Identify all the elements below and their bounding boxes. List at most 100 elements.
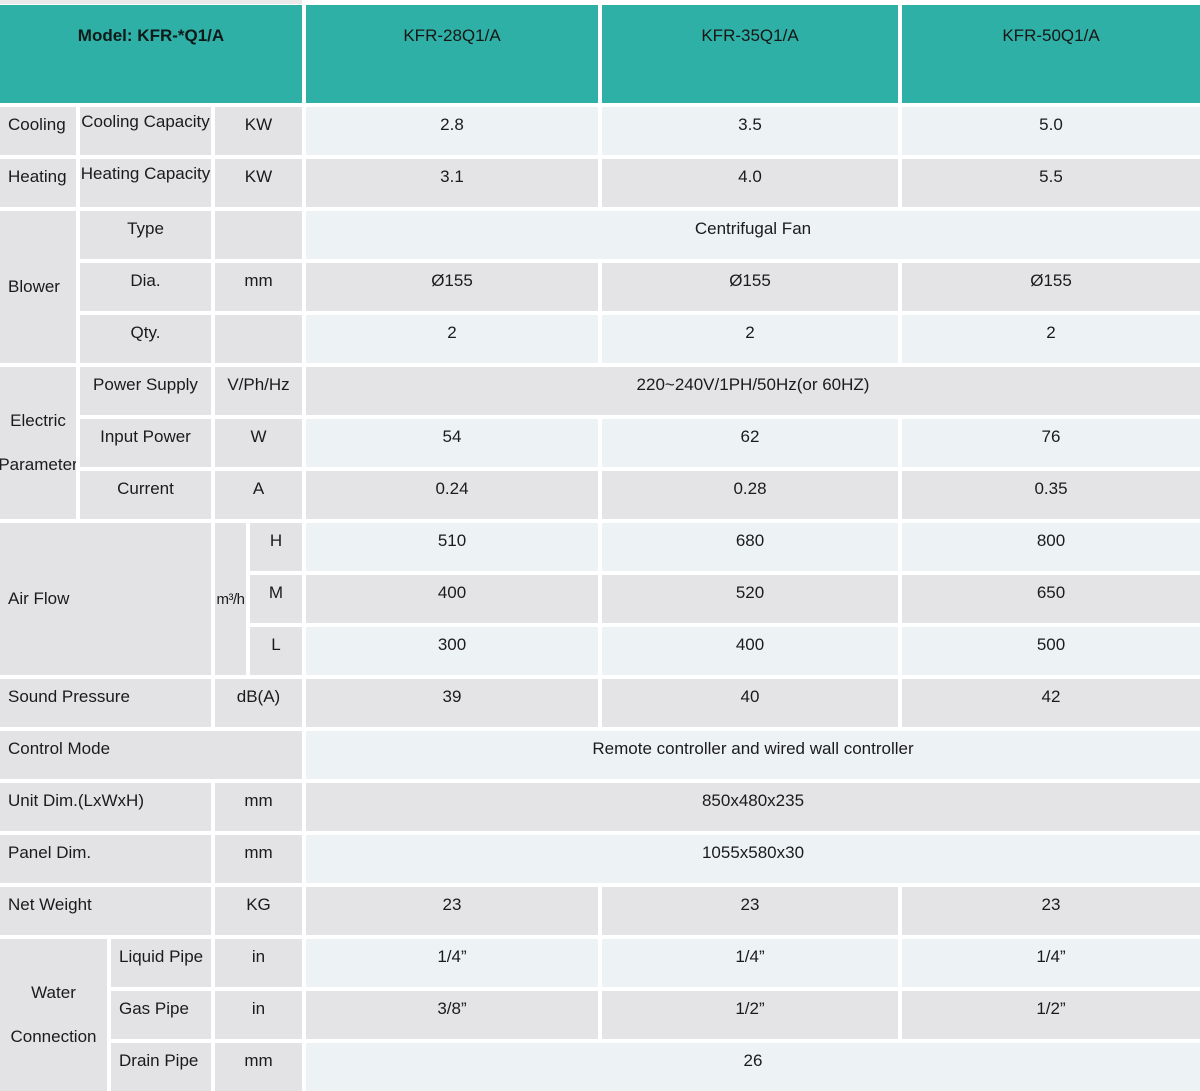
sub-label: Liquid Pipe — [111, 939, 211, 987]
sub-label: Gas Pipe — [111, 991, 211, 1039]
value-cell: 2 — [602, 315, 898, 363]
sub-label: Cooling Capacity — [80, 107, 211, 155]
unit-label: V/Ph/Hz — [215, 367, 302, 415]
unit-label: KG — [215, 887, 302, 935]
value-cell: 62 — [602, 419, 898, 467]
value-cell: 1/4” — [602, 939, 898, 987]
row-airflow-low: L 300 400 500 — [250, 627, 1200, 675]
value-cell: 400 — [306, 575, 598, 623]
group-label: Net Weight — [0, 887, 211, 935]
value-cell: 1/4” — [306, 939, 598, 987]
unit-label: KW — [215, 107, 302, 155]
section-air-flow: Air Flow m³/h H 510 680 800 M 400 520 65… — [0, 523, 1200, 675]
unit-label: in — [215, 939, 302, 987]
sub-label: Drain Pipe — [111, 1043, 211, 1091]
value-cell: 0.35 — [902, 471, 1200, 519]
value-cell: 4.0 — [602, 159, 898, 207]
unit-label-empty — [215, 211, 302, 259]
section-rows: Type Centrifugal Fan Dia. mm Ø155 Ø155 Ø… — [80, 211, 1200, 363]
value-cell: 40 — [602, 679, 898, 727]
row-net-weight: Net Weight KG 23 23 23 — [0, 887, 1200, 935]
value-cell: 42 — [902, 679, 1200, 727]
group-label: Control Mode — [0, 731, 302, 779]
header-col-kfr35: KFR-35Q1/A — [602, 5, 898, 103]
value-cell: 2 — [902, 315, 1200, 363]
value-cell: 23 — [602, 887, 898, 935]
value-cell: 1/2” — [902, 991, 1200, 1039]
value-cell: 680 — [602, 523, 898, 571]
row-liquid-pipe: Liquid Pipe in 1/4” 1/4” 1/4” — [111, 939, 1200, 987]
value-cell: 23 — [902, 887, 1200, 935]
sub-label: H — [250, 523, 302, 571]
value-cell: 0.24 — [306, 471, 598, 519]
sub-label: Heating Capacity — [80, 159, 211, 207]
value-cell: 2 — [306, 315, 598, 363]
value-span-cell: 220~240V/1PH/50Hz(or 60HZ) — [306, 367, 1200, 415]
top-edge-artifact — [0, 0, 302, 4]
section-electric-parameter: Electric Parameter Power Supply V/Ph/Hz … — [0, 367, 1200, 519]
group-label: Electric Parameter — [0, 367, 76, 519]
group-label: Air Flow — [0, 523, 211, 675]
group-label: Panel Dim. — [0, 835, 211, 883]
row-airflow-high: H 510 680 800 — [250, 523, 1200, 571]
value-cell: 800 — [902, 523, 1200, 571]
row-panel-dim: Panel Dim. mm 1055x580x30 — [0, 835, 1200, 883]
row-cooling: Cooling Cooling Capacity KW 2.8 3.5 5.0 — [0, 107, 1200, 155]
unit-label: A — [215, 471, 302, 519]
value-cell: 54 — [306, 419, 598, 467]
value-cell: 0.28 — [602, 471, 898, 519]
unit-label: mm — [215, 783, 302, 831]
value-cell: 1/2” — [602, 991, 898, 1039]
header-col-kfr28: KFR-28Q1/A — [306, 5, 598, 103]
section-rows: H 510 680 800 M 400 520 650 L 300 400 50… — [250, 523, 1200, 675]
sub-label: M — [250, 575, 302, 623]
row-airflow-medium: M 400 520 650 — [250, 575, 1200, 623]
spec-table: Model: KFR-*Q1/A KFR-28Q1/A KFR-35Q1/A K… — [0, 5, 1200, 1091]
value-cell: 5.0 — [902, 107, 1200, 155]
row-blower-type: Type Centrifugal Fan — [80, 211, 1200, 259]
value-cell: Ø155 — [602, 263, 898, 311]
value-cell: 400 — [602, 627, 898, 675]
group-label: Blower — [0, 211, 76, 363]
value-cell: 3.5 — [602, 107, 898, 155]
value-cell: 520 — [602, 575, 898, 623]
sub-label: L — [250, 627, 302, 675]
unit-label: mm — [215, 1043, 302, 1091]
sub-label: Type — [80, 211, 211, 259]
row-sound-pressure: Sound Pressure dB(A) 39 40 42 — [0, 679, 1200, 727]
header-model-label: Model: KFR-*Q1/A — [0, 5, 302, 103]
value-cell: 76 — [902, 419, 1200, 467]
group-label: Water Connection — [0, 939, 107, 1091]
value-cell: 300 — [306, 627, 598, 675]
row-gas-pipe: Gas Pipe in 3/8” 1/2” 1/2” — [111, 991, 1200, 1039]
group-label: Sound Pressure — [0, 679, 211, 727]
value-cell: Ø155 — [902, 263, 1200, 311]
section-rows: Power Supply V/Ph/Hz 220~240V/1PH/50Hz(o… — [80, 367, 1200, 519]
unit-label: mm — [215, 835, 302, 883]
row-heating: Heating Heating Capacity KW 3.1 4.0 5.5 — [0, 159, 1200, 207]
unit-label-empty — [215, 315, 302, 363]
sub-label: Input Power — [80, 419, 211, 467]
value-cell: 39 — [306, 679, 598, 727]
table-header-row: Model: KFR-*Q1/A KFR-28Q1/A KFR-35Q1/A K… — [0, 5, 1200, 103]
value-cell: 1/4” — [902, 939, 1200, 987]
unit-label: dB(A) — [215, 679, 302, 727]
value-cell: 510 — [306, 523, 598, 571]
sub-label: Dia. — [80, 263, 211, 311]
value-cell: 650 — [902, 575, 1200, 623]
unit-label: m³/h — [215, 523, 246, 675]
section-rows: Liquid Pipe in 1/4” 1/4” 1/4” Gas Pipe i… — [111, 939, 1200, 1091]
row-blower-dia: Dia. mm Ø155 Ø155 Ø155 — [80, 263, 1200, 311]
group-label: Unit Dim.(LxWxH) — [0, 783, 211, 831]
unit-label: in — [215, 991, 302, 1039]
value-cell: Ø155 — [306, 263, 598, 311]
value-cell: 23 — [306, 887, 598, 935]
value-span-cell: 26 — [306, 1043, 1200, 1091]
value-cell: 2.8 — [306, 107, 598, 155]
value-span-cell: Remote controller and wired wall control… — [306, 731, 1200, 779]
group-label: Cooling — [0, 107, 76, 155]
value-cell: 500 — [902, 627, 1200, 675]
unit-label: W — [215, 419, 302, 467]
sub-label: Qty. — [80, 315, 211, 363]
